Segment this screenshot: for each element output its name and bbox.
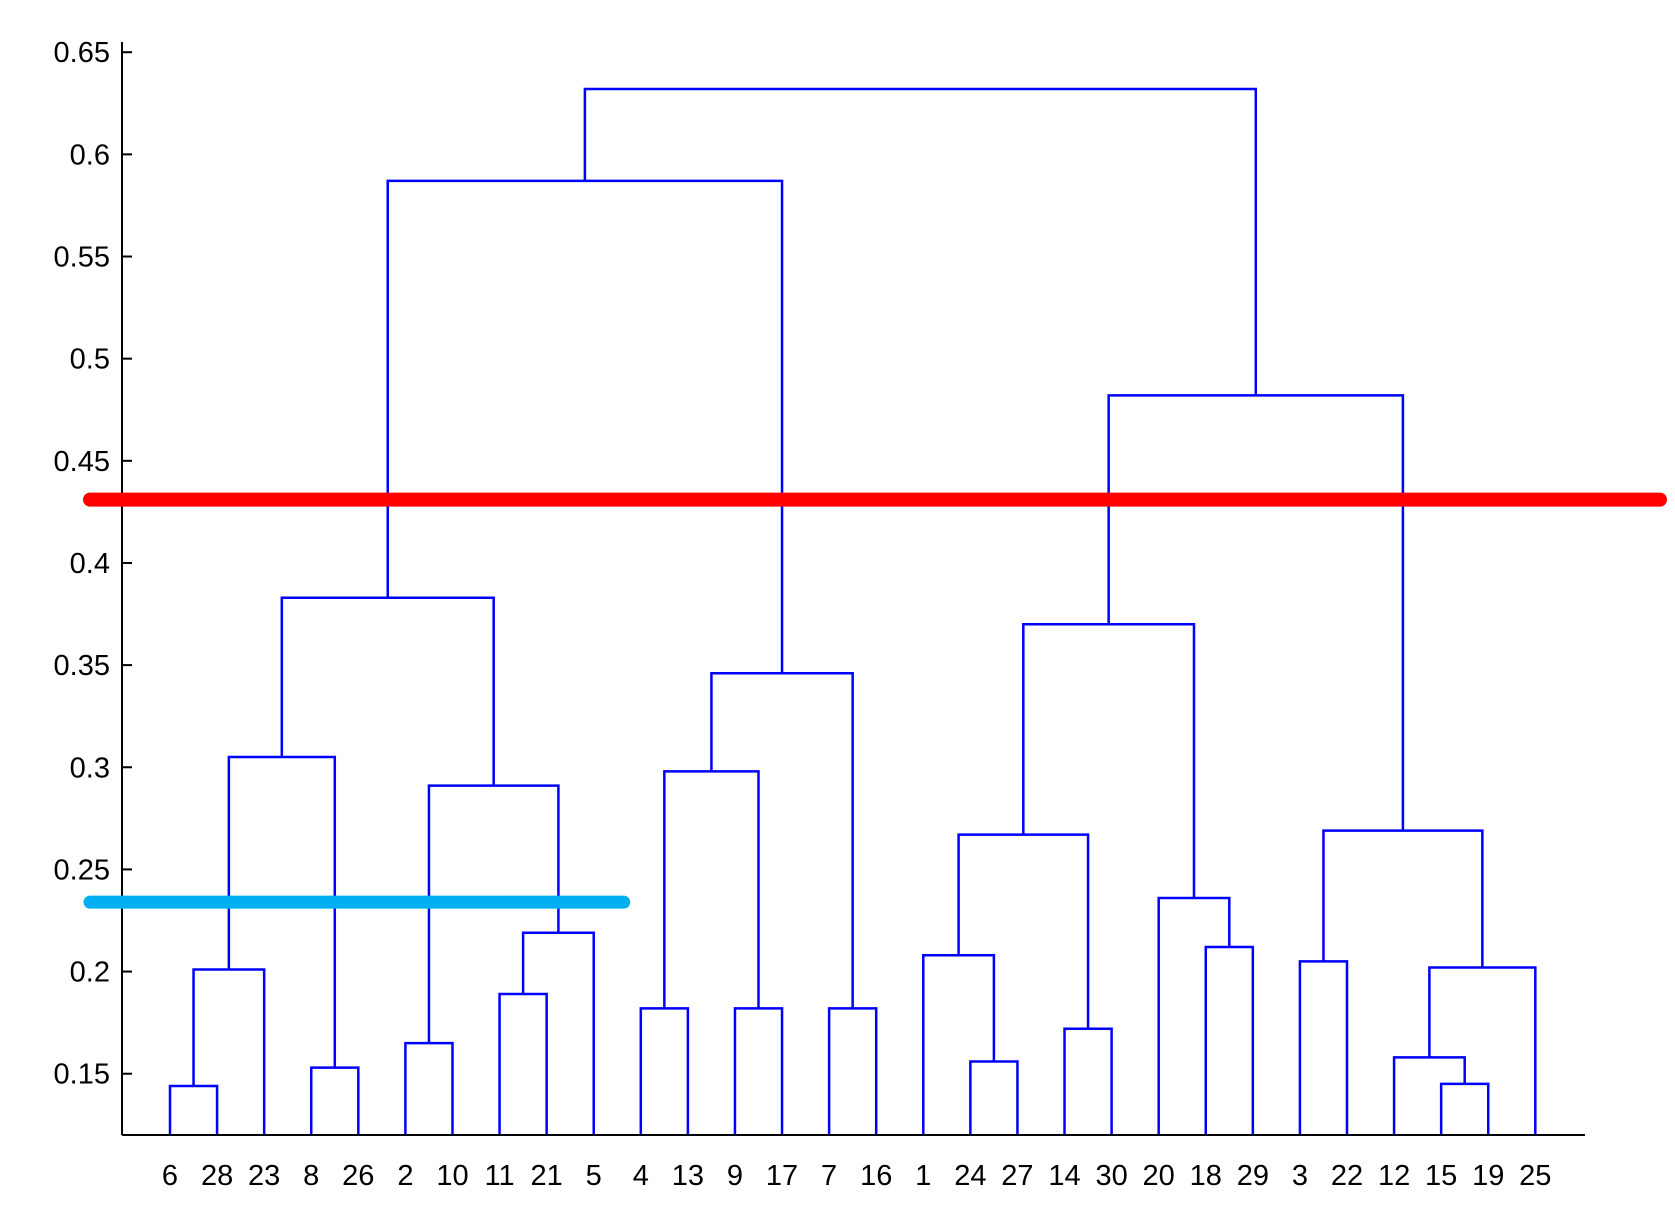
dendrogram-link — [1107, 394, 1405, 831]
x-axis-leaf-labels: 6 28 23 8 26 2 10 11 21 5 4 13 9 17 7 16 1 24 27 14 30 20 18 29… — [162, 1160, 1552, 1192]
dendrogram-link — [922, 953, 996, 1135]
leaf-label: 19 — [1472, 1160, 1504, 1192]
leaf-label: 18 — [1190, 1160, 1222, 1192]
axes — [121, 42, 1585, 1136]
leaf-label: 10 — [436, 1160, 468, 1192]
y-tick-label: 0.5 — [70, 344, 110, 376]
dendrogram-link — [227, 755, 337, 1068]
dendrogram-link — [957, 833, 1090, 1029]
leaf-label: 17 — [766, 1160, 798, 1192]
y-tick-label: 0.6 — [70, 139, 110, 171]
leaf-label: 26 — [342, 1160, 374, 1192]
leaf-label: 27 — [1001, 1160, 1033, 1192]
y-tick-label: 0.3 — [70, 752, 110, 784]
leaf-label: 30 — [1095, 1160, 1127, 1192]
leaf-label: 16 — [860, 1160, 892, 1192]
leaf-label: 5 — [586, 1160, 602, 1192]
y-tick-label: 0.2 — [70, 957, 110, 989]
dendrogram-link — [192, 968, 266, 1135]
y-tick-label: 0.65 — [54, 37, 110, 69]
dendrogram-link — [168, 1084, 219, 1135]
dendrogram-link — [1392, 1056, 1466, 1135]
dendrogram-link — [1022, 623, 1196, 899]
dendrogram-link — [583, 87, 1258, 396]
leaf-label: 7 — [821, 1160, 837, 1192]
dendrogram-link — [1322, 829, 1484, 968]
dendrogram-link — [733, 1007, 784, 1135]
dendrogram-link — [710, 672, 854, 1009]
y-tick-label: 0.45 — [54, 446, 110, 478]
leaf-label: 3 — [1292, 1160, 1308, 1192]
leaf-label: 28 — [201, 1160, 233, 1192]
dendrogram-link — [404, 1041, 454, 1135]
dendrogram-link — [1204, 945, 1255, 1135]
dendrogram-link — [427, 784, 560, 1044]
leaf-label: 23 — [248, 1160, 280, 1192]
y-tick-label: 0.55 — [54, 242, 110, 274]
dendrogram-link — [309, 1066, 360, 1135]
leaf-label: 8 — [303, 1160, 319, 1192]
leaf-label: 22 — [1331, 1160, 1363, 1192]
dendrogram-link — [498, 992, 548, 1135]
dendrogram-link — [1439, 1082, 1490, 1135]
leaf-label: 20 — [1143, 1160, 1175, 1192]
dendrogram-link — [827, 1007, 878, 1135]
dendrogram-links — [168, 87, 1537, 1135]
leaf-label: 9 — [727, 1160, 743, 1192]
dendrogram-link — [639, 1007, 690, 1135]
leaf-label: 1 — [915, 1160, 931, 1192]
leaf-label: 6 — [162, 1160, 178, 1192]
dendrogram-link — [1157, 896, 1231, 1135]
leaf-label: 25 — [1519, 1160, 1551, 1192]
dendrogram-link — [969, 1060, 1019, 1135]
dendrogram-link — [1428, 966, 1537, 1135]
dendrogram-link — [663, 770, 760, 1009]
leaf-label: 24 — [954, 1160, 986, 1192]
leaf-label: 21 — [531, 1160, 563, 1192]
leaf-label: 14 — [1048, 1160, 1080, 1192]
leaf-label: 4 — [633, 1160, 649, 1192]
y-tick-label: 0.4 — [70, 548, 110, 580]
y-tick-label: 0.35 — [54, 650, 110, 682]
y-tick-label: 0.15 — [54, 1059, 110, 1091]
y-tick-label: 0.25 — [54, 854, 110, 886]
dendrogram-link — [1298, 960, 1349, 1135]
dendrogram-link — [1063, 1027, 1113, 1135]
leaf-label: 13 — [672, 1160, 704, 1192]
leaf-label: 11 — [485, 1160, 515, 1192]
cut-lines — [83, 492, 1667, 909]
leaf-label: 15 — [1425, 1160, 1457, 1192]
leaf-label: 29 — [1237, 1160, 1269, 1192]
dendrogram-link — [386, 179, 784, 674]
leaf-label: 12 — [1378, 1160, 1410, 1192]
leaf-label: 2 — [397, 1160, 413, 1192]
dendrogram-link — [521, 931, 595, 1135]
y-axis-ticks: 0.15 0.2 0.25 0.3 0.35 0.4 0.45 0.5 0.55 0.6 0.65 — [54, 37, 132, 1091]
